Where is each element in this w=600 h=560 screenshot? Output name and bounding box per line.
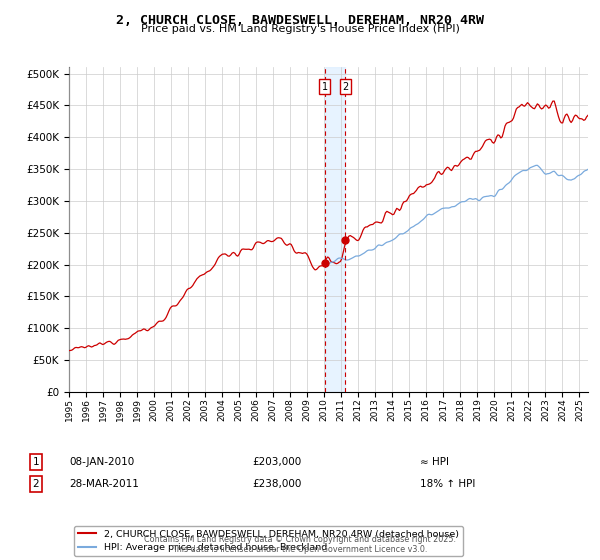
Text: 18% ↑ HPI: 18% ↑ HPI (420, 479, 475, 489)
Bar (325, 67, 346, 392)
Text: 08-JAN-2010: 08-JAN-2010 (69, 457, 134, 467)
Text: ≈ HPI: ≈ HPI (420, 457, 449, 467)
Text: 1: 1 (322, 82, 328, 92)
Text: 1: 1 (32, 457, 40, 467)
Text: 2: 2 (32, 479, 40, 489)
Text: 2: 2 (342, 82, 349, 92)
Point (341, 236, 350, 245)
Legend: 2, CHURCH CLOSE, BAWDESWELL, DEREHAM, NR20 4RW (detached house), HPI: Average pr: 2, CHURCH CLOSE, BAWDESWELL, DEREHAM, NR… (74, 526, 463, 556)
Text: Contains HM Land Registry data © Crown copyright and database right 2025.
This d: Contains HM Land Registry data © Crown c… (144, 535, 456, 554)
Text: Price paid vs. HM Land Registry's House Price Index (HPI): Price paid vs. HM Land Registry's House … (140, 24, 460, 34)
Text: 2, CHURCH CLOSE, BAWDESWELL, DEREHAM, NR20 4RW: 2, CHURCH CLOSE, BAWDESWELL, DEREHAM, NR… (116, 14, 484, 27)
Point (320, 258, 329, 267)
Text: £203,000: £203,000 (252, 457, 301, 467)
Text: £238,000: £238,000 (252, 479, 301, 489)
Text: 28-MAR-2011: 28-MAR-2011 (69, 479, 139, 489)
